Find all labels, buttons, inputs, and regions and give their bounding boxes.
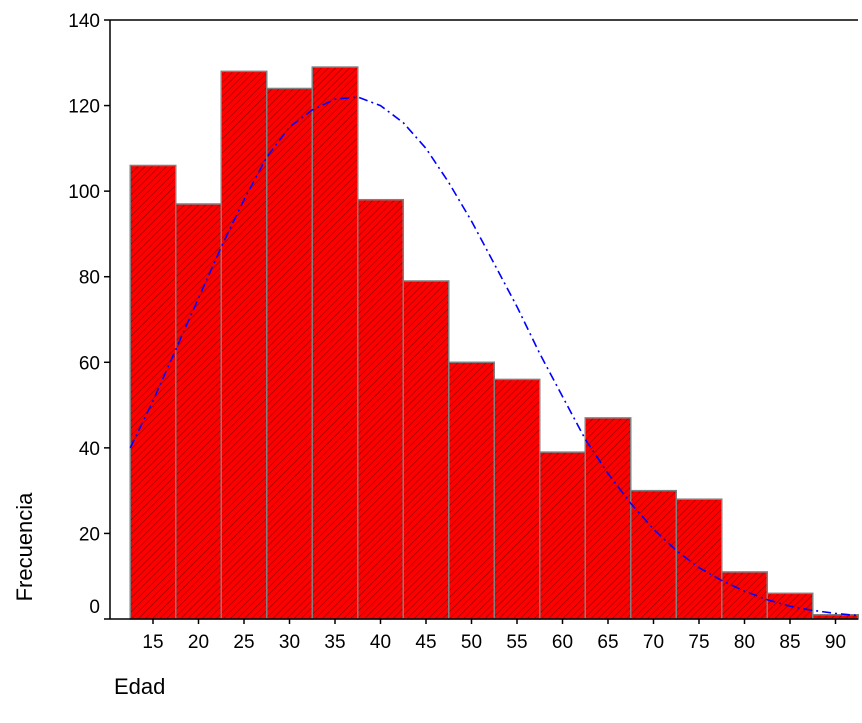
y-tick-label: 20: [79, 524, 100, 545]
histogram-bar-25: [220, 70, 268, 620]
y-tick-label: 100: [68, 182, 100, 203]
bar-hatch: [539, 451, 586, 620]
y-tick-label: 80: [79, 268, 100, 289]
bar-hatch: [448, 361, 495, 620]
bars-layer: [129, 66, 859, 620]
normal-curve-layer: [129, 96, 859, 617]
y-tick-labels: 0 20 40 60 80 100 120 140: [68, 11, 110, 620]
bar-hatch: [357, 198, 404, 620]
x-tick-label: 80: [734, 632, 755, 653]
x-tick-label: 65: [597, 632, 618, 653]
bar-hatch: [175, 203, 222, 620]
histogram-bar-80: [721, 571, 768, 620]
x-tick-label: 15: [142, 632, 163, 653]
y-tick-label: 60: [79, 353, 100, 374]
histogram-bar-50: [448, 361, 495, 620]
x-tick-label: 75: [688, 632, 709, 653]
x-tick-label: 20: [188, 632, 209, 653]
bar-hatch: [402, 280, 450, 620]
histogram-bar-75: [675, 498, 723, 620]
x-tick-label: 50: [461, 632, 482, 653]
bar-hatch: [311, 66, 359, 620]
bar-hatch: [266, 87, 313, 620]
bar-hatch: [630, 489, 677, 620]
histogram-bar-20: [175, 203, 222, 620]
y-axis-title: Frecuencia: [12, 492, 37, 602]
x-tick-label: 85: [779, 632, 800, 653]
x-tick-label: 60: [552, 632, 573, 653]
y-tick-label: 120: [68, 97, 100, 118]
x-tick-label: 30: [279, 632, 300, 653]
histogram-bar-40: [357, 198, 404, 620]
bar-hatch: [584, 417, 632, 620]
normal-curve-line: [129, 96, 859, 617]
histogram-bar-60: [539, 451, 586, 620]
x-tick-label: 45: [415, 632, 436, 653]
x-tick-label: 90: [825, 632, 846, 653]
histogram-bar-70: [630, 489, 677, 620]
axes-layer: [109, 19, 858, 620]
bar-hatch: [129, 164, 177, 620]
histogram-bar-30: [266, 87, 313, 620]
x-tick-label: 55: [506, 632, 527, 653]
x-tick-label: 40: [370, 632, 391, 653]
bar-hatch: [493, 378, 541, 620]
x-tick-label: 25: [233, 632, 254, 653]
x-tick-label: 70: [643, 632, 664, 653]
histogram-bar-45: [402, 280, 450, 620]
y-tick-label: 40: [79, 439, 100, 460]
bar-hatch: [721, 571, 768, 620]
x-axis-title: Edad: [114, 674, 165, 699]
histogram-bar-65: [584, 417, 632, 620]
bar-hatch: [220, 70, 268, 620]
histogram-bar-35: [311, 66, 359, 620]
x-tick-labels: 15 20 25 30 35 40 45 50 55 60 65 70 75 80 85 90: [142, 619, 846, 653]
histogram-bar-15: [129, 164, 177, 620]
histogram-bar-55: [493, 378, 541, 620]
y-tick-label: 0: [89, 597, 100, 618]
y-tick-label: 140: [68, 11, 100, 32]
x-tick-label: 35: [324, 632, 345, 653]
bar-hatch: [675, 498, 723, 620]
